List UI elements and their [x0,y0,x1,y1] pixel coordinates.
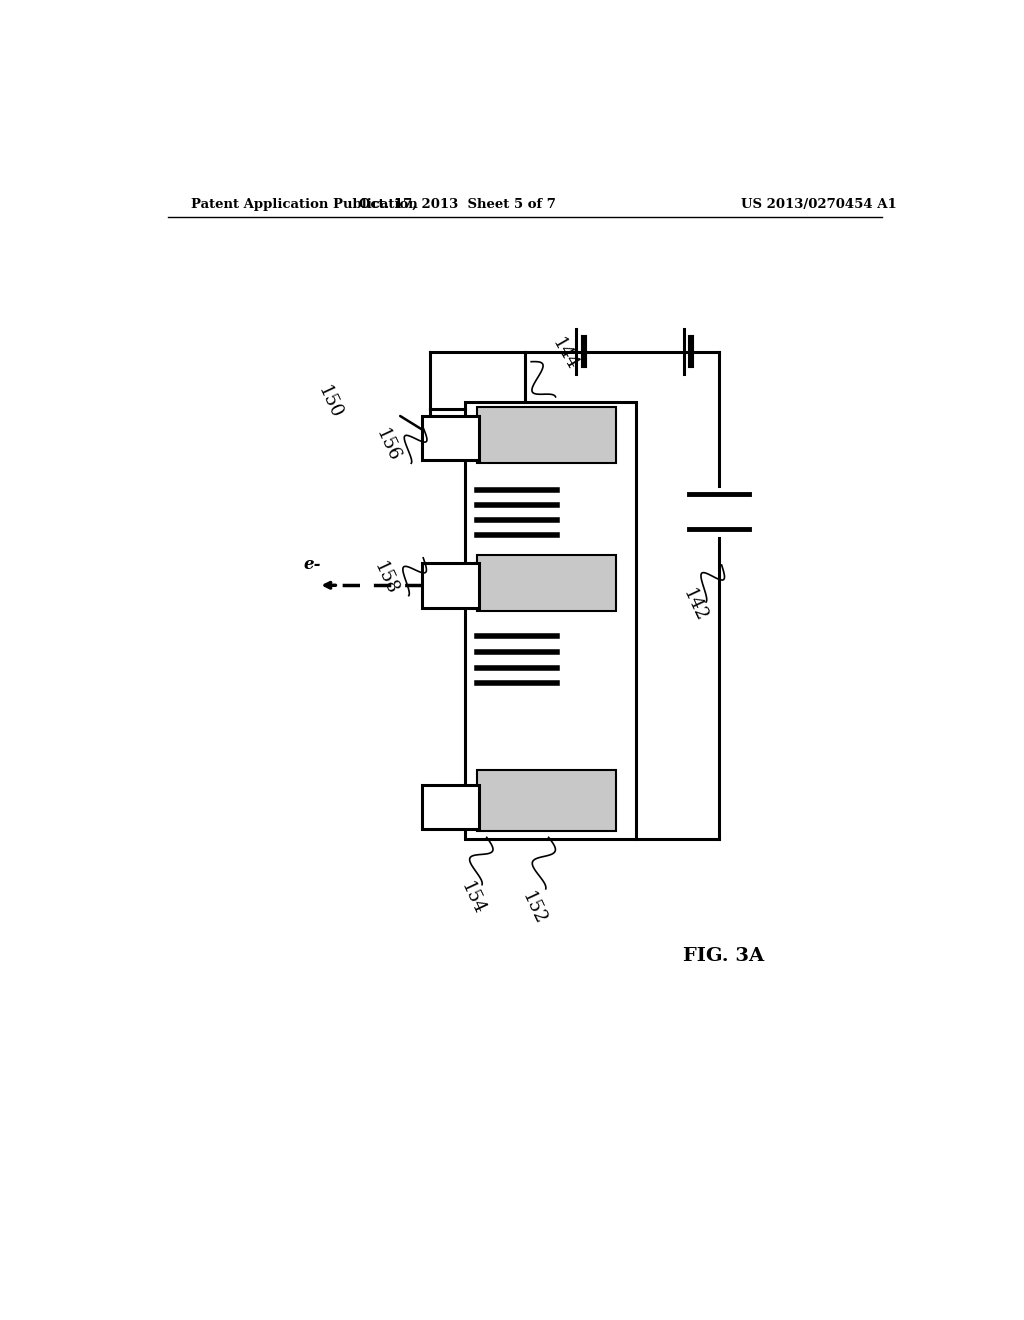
Text: e-: e- [303,556,321,573]
Text: Oct. 17, 2013  Sheet 5 of 7: Oct. 17, 2013 Sheet 5 of 7 [358,198,556,211]
Text: FIG. 3A: FIG. 3A [683,948,764,965]
Bar [477,408,616,463]
Text: US 2013/0270454 A1: US 2013/0270454 A1 [740,198,896,211]
Text: 158: 158 [370,558,400,598]
Bar [422,784,479,829]
Text: 156: 156 [373,425,403,465]
Bar [465,403,636,840]
Text: 142: 142 [680,586,711,624]
Text: 150: 150 [314,383,345,421]
Text: 154: 154 [458,879,488,917]
Bar [422,562,479,607]
Text: 144: 144 [549,335,582,374]
Bar [422,416,479,461]
Text: Patent Application Publication: Patent Application Publication [191,198,418,211]
Text: 152: 152 [518,890,549,928]
Bar [477,771,616,832]
Bar [477,554,616,611]
